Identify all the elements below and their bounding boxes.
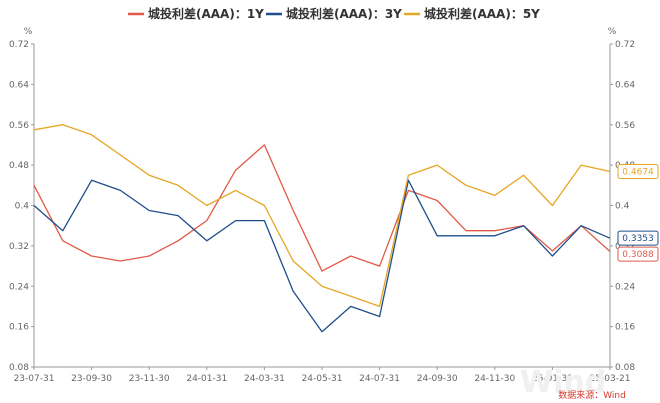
series-group — [33, 124, 611, 333]
end-value-label: 0.3353 — [622, 234, 654, 244]
series-line-1 — [33, 144, 611, 272]
y-tick-label-right: 0.56 — [615, 121, 635, 131]
y-tick-label-left: 0.32 — [9, 242, 29, 252]
x-tick-label: 23-09-30 — [71, 374, 112, 384]
end-value-label: 0.4674 — [622, 167, 654, 177]
x-tick-label: 24-09-30 — [417, 374, 458, 384]
y-tick-label-right: 0.08 — [615, 363, 635, 373]
y-tick-label-left: 0.16 — [9, 323, 29, 333]
legend-label: 城投利差(AAA)：3Y — [286, 6, 402, 21]
y-tick-label-left: 0.4 — [15, 202, 30, 212]
source-label: 数据来源：Wind — [558, 389, 626, 401]
y-tick-label-left: 0.08 — [9, 363, 29, 373]
legend: 城投利差(AAA)：1Y 城投利差(AAA)：3Y 城投利差(AAA)：5Y — [128, 6, 540, 21]
x-tick-label: 24-07-31 — [359, 374, 400, 384]
x-tick-label: 25-01-31 — [532, 374, 573, 384]
end-value-badge — [617, 163, 659, 179]
y-tick-label-right: 0.24 — [615, 282, 635, 292]
series-line-2 — [33, 179, 611, 333]
end-value-badges: 0.4674 0.3353 0.3088 — [617, 163, 659, 262]
x-tick-label: 23-11-30 — [129, 374, 170, 384]
y-tick-label-left: 0.48 — [9, 161, 29, 171]
y-tick-label-right: 0.16 — [615, 323, 635, 333]
y-axis-left-unit: % — [24, 27, 33, 37]
y-axis-right-unit: % — [608, 27, 617, 37]
end-value-label: 0.3088 — [622, 250, 654, 260]
end-value-badge — [617, 230, 659, 246]
x-tick-label: 24-11-30 — [474, 374, 515, 384]
axes: %%0.080.080.160.160.240.240.320.320.40.4… — [9, 27, 635, 384]
watermark: Wind — [520, 365, 606, 400]
legend-label: 城投利差(AAA)：5Y — [424, 6, 540, 21]
y-tick-label-right: 0.4 — [615, 202, 630, 212]
x-tick-label: 24-05-31 — [302, 374, 343, 384]
series-line-3 — [33, 124, 611, 308]
y-tick-label-right: 0.72 — [615, 40, 635, 50]
y-tick-label-left: 0.24 — [9, 282, 29, 292]
x-tick-label: 23-07-31 — [14, 374, 55, 384]
y-tick-label-left: 0.56 — [9, 121, 29, 131]
x-tick-label: 25-03-21 — [590, 374, 631, 384]
legend-label: 城投利差(AAA)：1Y — [148, 6, 264, 21]
y-tick-label-left: 0.64 — [9, 80, 29, 90]
y-tick-label-left: 0.72 — [9, 40, 29, 50]
end-value-badge — [617, 246, 659, 262]
x-tick-label: 24-01-31 — [186, 374, 227, 384]
x-tick-label: 24-03-31 — [244, 374, 285, 384]
y-tick-label-right: 0.64 — [615, 80, 635, 90]
